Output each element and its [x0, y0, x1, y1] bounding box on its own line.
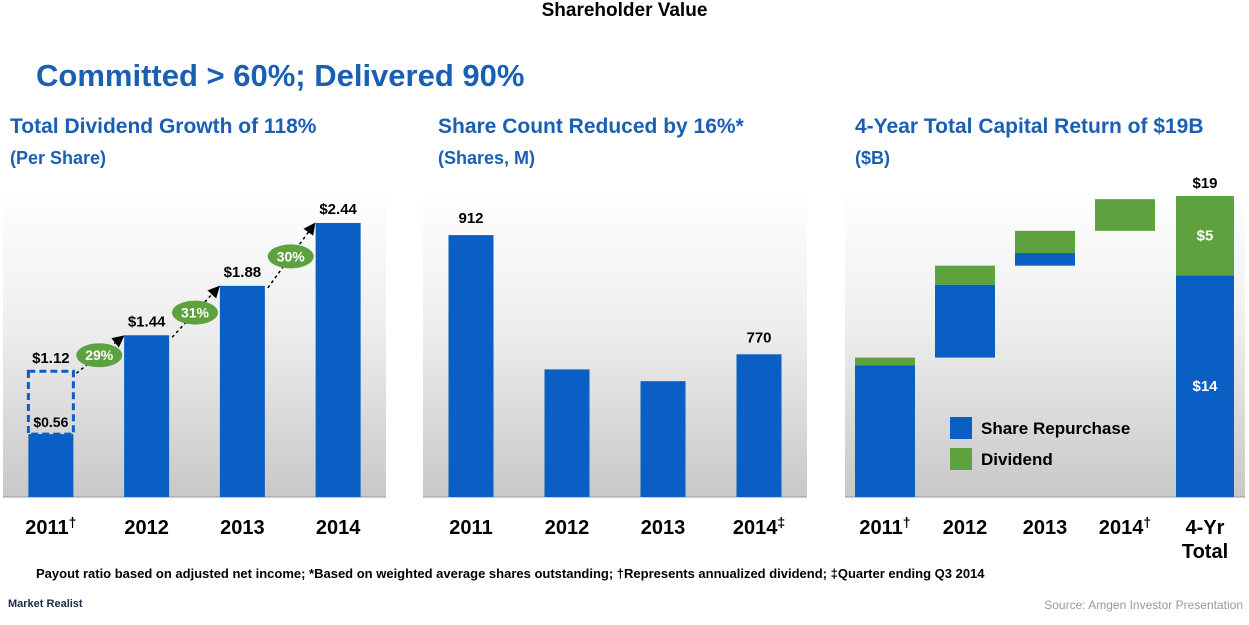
category-label-2014: 2014‡ [733, 514, 785, 539]
bar-2011-annualized-outline [26, 369, 75, 436]
share-count-chart: 912 2011 2012 2013 770 2014‡ [448, 210, 785, 539]
bar-2012 [124, 335, 170, 497]
value-label-2014: 770 [746, 329, 771, 346]
bar-dividend-2 [1015, 230, 1075, 254]
capital-return-chart: 2011† 2012 2013 2014† $19 $5 $14 4-Yr Total Share… [855, 175, 1234, 563]
value-label-2011: 912 [458, 210, 483, 227]
value-label-2011: $1.12 [32, 350, 70, 367]
bar-repurchase-1 [935, 284, 995, 358]
bar-dividend-3 [1095, 199, 1155, 231]
category-label-2011: 2011† [25, 514, 76, 539]
category-label-2013: 2013 [641, 517, 686, 539]
total-label: $19 [1192, 175, 1217, 192]
bar-dividend-4 [1176, 196, 1234, 276]
bar-2014 [315, 222, 361, 497]
bar-2011 [448, 235, 494, 498]
growth-label: 29% [85, 347, 114, 363]
dividend-total-label: $5 [1197, 228, 1214, 245]
category-label-2012: 2012 [545, 517, 590, 539]
bar-repurchase-0 [855, 365, 915, 497]
panel2-subtitle: (Shares, M) [438, 148, 536, 168]
bar-repurchase-4 [1176, 275, 1234, 497]
category-label-2014: 2014 [316, 517, 361, 539]
category-label-2012: 2012 [124, 517, 169, 539]
growth-badge [76, 343, 123, 368]
category-label-4: 4-Yr Total [1182, 517, 1228, 563]
bar-repurchase-2 [1015, 253, 1075, 266]
value-label-2014: $2.44 [319, 201, 357, 218]
legend-label-dividend: Dividend [981, 450, 1053, 469]
panel3-title: 4-Year Total Capital Return of $19B [855, 115, 1204, 138]
panel1-title: Total Dividend Growth of 118% [10, 115, 317, 138]
category-label-0: 2011† [859, 514, 910, 539]
repurchase-total-label: $14 [1192, 378, 1218, 395]
page-top-title: Shareholder Value [541, 0, 708, 21]
bar-dividend-1 [935, 265, 995, 285]
bar-dividend-0 [855, 357, 915, 366]
category-label-2: 2013 [1023, 517, 1068, 539]
panel2-title: Share Count Reduced by 16%* [438, 115, 744, 138]
legend-swatch-dividend [950, 448, 972, 470]
category-label-2011: 2011 [449, 517, 492, 539]
footnote: Payout ratio based on adjusted net incom… [36, 566, 985, 581]
value-label-2012: $1.44 [128, 313, 166, 330]
growth-badge [172, 300, 218, 325]
growth-label: 30% [277, 248, 306, 264]
dividend-chart: $0.56 $1.12 2011† $1.44 2012 $1.88 2013 $2.44 20… [25, 201, 361, 539]
panel3-subtitle: ($B) [855, 148, 890, 168]
value-label-2013: $1.88 [224, 264, 262, 281]
growth-label: 31% [181, 305, 210, 321]
legend-label-repurchase: Share Repurchase [981, 419, 1130, 438]
panel1-subtitle: (Per Share) [10, 148, 107, 168]
headline: Committed > 60%; Delivered 90% [36, 58, 525, 93]
growth-arrow [75, 335, 125, 374]
bar-2012 [544, 369, 590, 497]
growth-arrow [171, 285, 220, 338]
brand-logo: Market Realist [8, 598, 83, 610]
growth-badge [267, 244, 314, 269]
source-note: Source: Amgen Investor Presentation [1044, 598, 1243, 612]
bar-2013 [640, 381, 686, 497]
value-label-2011-actual: $0.56 [33, 414, 68, 430]
bar-2014 [736, 354, 782, 497]
category-label-1: 2012 [943, 517, 988, 539]
bar-2013 [219, 285, 265, 497]
category-label-2013: 2013 [220, 517, 265, 539]
bar-2011-actual [28, 434, 74, 497]
category-label-3: 2014† [1099, 514, 1151, 539]
legend-swatch-repurchase [950, 417, 972, 439]
